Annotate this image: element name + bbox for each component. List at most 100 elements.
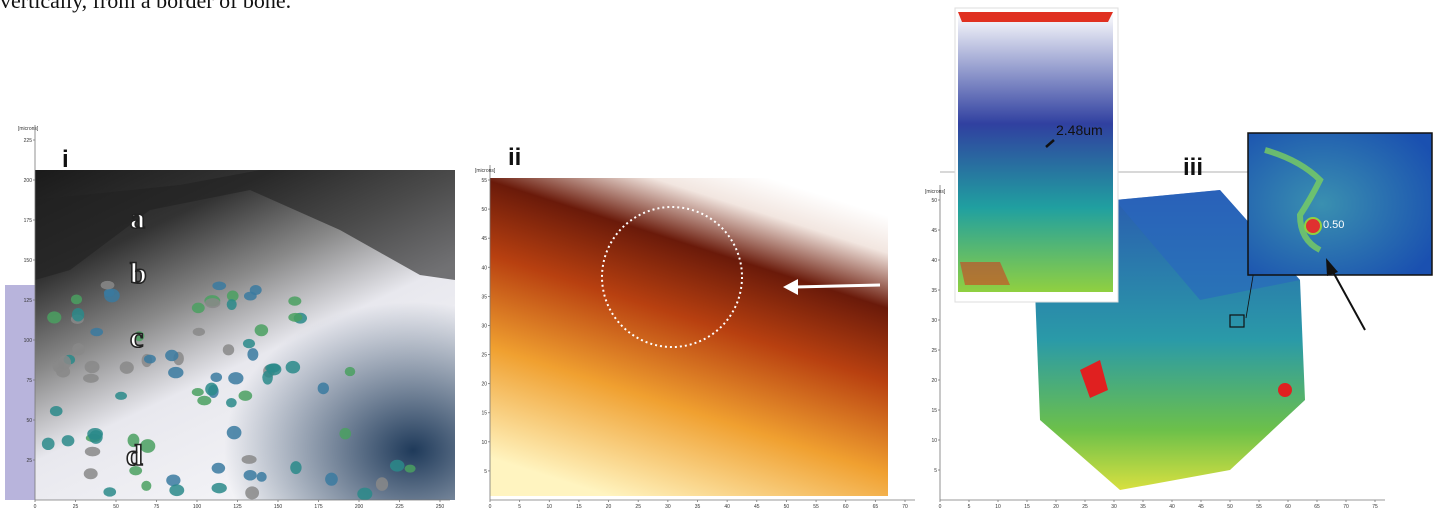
cell — [245, 486, 259, 499]
cell — [242, 455, 257, 464]
cell — [169, 484, 184, 496]
cell — [210, 373, 222, 382]
x-tick-label: 50 — [113, 504, 119, 510]
cell — [71, 294, 82, 304]
cell — [339, 428, 351, 440]
page: vertically, from a border of bone. 2.48 — [0, 0, 1435, 512]
cell — [72, 308, 84, 322]
panel-iii: 2.48um 0.50 — [940, 8, 1432, 490]
y-tick-label: 175 — [24, 218, 33, 224]
x-tick-label: 30 — [1111, 504, 1117, 510]
cell — [87, 428, 103, 440]
y-tick-label: 25 — [931, 348, 937, 354]
y-tick-label: 25 — [481, 353, 487, 359]
cell — [286, 361, 301, 374]
axis-unit: [microns] — [475, 168, 496, 174]
x-tick-label: 0 — [939, 504, 942, 510]
cell — [318, 382, 329, 394]
y-tick-label: 45 — [481, 236, 487, 242]
x-tick-label: 250 — [436, 504, 445, 510]
y-tick-label: 30 — [481, 323, 487, 329]
cell — [357, 488, 372, 501]
cell — [345, 367, 356, 376]
x-tick-label: 15 — [1024, 504, 1030, 510]
panel-i — [5, 170, 455, 500]
cell — [228, 372, 243, 384]
y-tick-label: 10 — [481, 440, 487, 446]
cell — [205, 383, 218, 396]
region-label: a — [130, 202, 145, 235]
x-tick-label: 65 — [873, 504, 879, 510]
x-tick-label: 20 — [606, 504, 612, 510]
y-tick-label: 5 — [484, 469, 487, 475]
x-tick-label: 225 — [395, 504, 404, 510]
cell — [376, 477, 388, 491]
cell — [405, 465, 416, 473]
x-tick-label: 75 — [154, 504, 160, 510]
y-tick-label: 15 — [481, 411, 487, 417]
x-tick-label: 10 — [995, 504, 1001, 510]
panel-label: ii — [508, 144, 521, 171]
y-tick-label: 5 — [934, 468, 937, 474]
cell — [212, 463, 226, 474]
x-tick-label: 35 — [1140, 504, 1146, 510]
y-tick-label: 35 — [931, 288, 937, 294]
cell — [42, 438, 55, 450]
y-tick-label: 40 — [481, 265, 487, 271]
y-tick-label: 30 — [931, 318, 937, 324]
cell — [53, 361, 64, 373]
cell — [197, 396, 211, 406]
cell — [120, 361, 134, 373]
cell — [257, 472, 267, 482]
x-tick-label: 5 — [518, 504, 521, 510]
x-tick-label: 55 — [1256, 504, 1262, 510]
cell — [247, 348, 258, 361]
panel-ii — [490, 165, 905, 500]
region-label: b — [130, 257, 147, 290]
x-tick-label: 25 — [1082, 504, 1088, 510]
panel-label: iii — [1183, 154, 1203, 181]
x-tick-label: 40 — [1169, 504, 1175, 510]
figure: 2.48um 0.50 [microns]2252001751501251007… — [0, 0, 1435, 512]
region-label: c — [130, 321, 143, 354]
cell — [255, 324, 269, 336]
region-label: d — [126, 439, 143, 472]
cell — [212, 281, 226, 290]
y-tick-label: 10 — [931, 438, 937, 444]
y-tick-label: 45 — [931, 228, 937, 234]
cell — [227, 426, 242, 439]
y-tick-label: 125 — [24, 298, 33, 304]
y-tick-label: 150 — [24, 258, 33, 264]
x-tick-label: 125 — [233, 504, 242, 510]
x-tick-label: 25 — [635, 504, 641, 510]
x-tick-label: 150 — [274, 504, 283, 510]
x-tick-label: 45 — [754, 504, 760, 510]
cell — [103, 487, 116, 496]
cell — [47, 311, 61, 323]
x-tick-label: 5 — [968, 504, 971, 510]
x-tick-label: 100 — [193, 504, 202, 510]
cell — [223, 344, 234, 355]
x-tick-label: 45 — [1198, 504, 1204, 510]
x-tick-label: 55 — [813, 504, 819, 510]
x-tick-label: 40 — [724, 504, 730, 510]
y-tick-label: 50 — [481, 207, 487, 213]
cell — [192, 388, 204, 396]
cell — [101, 281, 115, 290]
axis-unit: [microns] — [925, 189, 946, 195]
cell — [288, 296, 301, 305]
cell — [390, 460, 404, 472]
x-tick-label: 0 — [34, 504, 37, 510]
y-tick-label: 50 — [26, 418, 32, 424]
cell — [290, 461, 301, 474]
cell — [227, 299, 237, 310]
cell — [325, 473, 338, 486]
cell — [165, 350, 178, 361]
y-tick-label: 20 — [481, 382, 487, 388]
x-tick-label: 70 — [1343, 504, 1349, 510]
cell — [226, 398, 237, 407]
cell — [244, 470, 257, 481]
cell — [168, 367, 183, 378]
x-tick-label: 0 — [489, 504, 492, 510]
y-tick-label: 50 — [931, 198, 937, 204]
